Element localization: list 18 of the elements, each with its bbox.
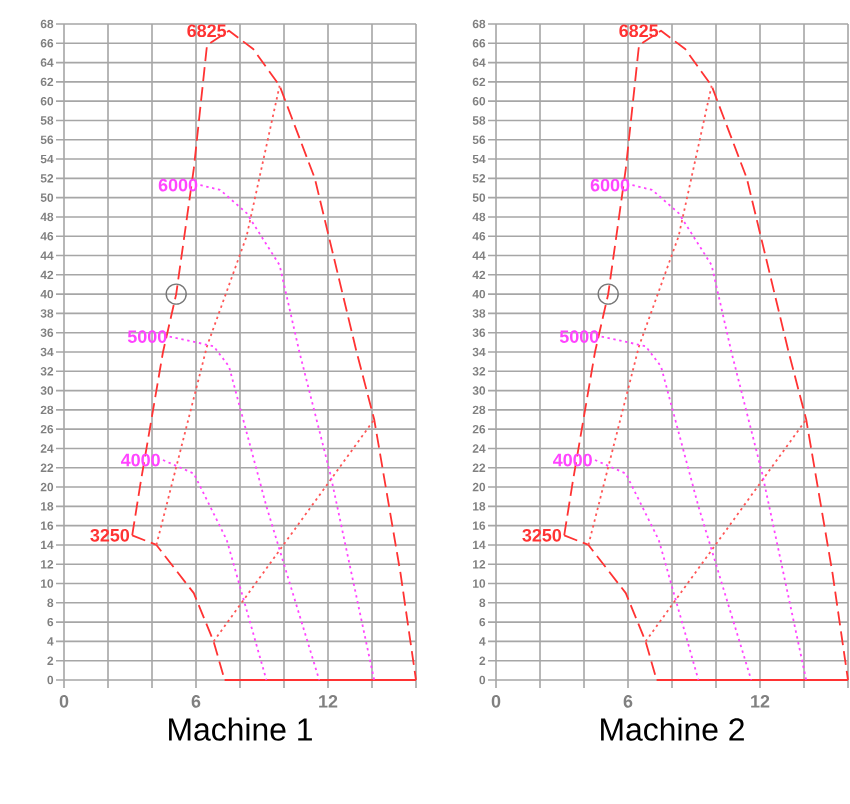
x-axis-title: Machine 2 <box>601 717 744 741</box>
series-label: 6000 <box>158 178 198 192</box>
series-label: 6000 <box>590 178 630 192</box>
series-label: 3250 <box>522 528 562 542</box>
series-label: 4000 <box>120 453 160 467</box>
series-label: 3250 <box>90 528 130 542</box>
series-label: 4000 <box>553 453 592 467</box>
series-label: 6825 <box>187 24 227 38</box>
x-tick-label: 12 <box>319 695 338 708</box>
x-axis-title: Machine 1 <box>169 717 312 741</box>
x-tick-label: 6 <box>191 695 201 708</box>
series-label: 5000 <box>127 330 167 343</box>
x-tick-label: 12 <box>751 695 770 708</box>
series-label: 6825 <box>619 24 659 38</box>
x-tick-label: 0 <box>491 695 501 708</box>
x-tick-label: 6 <box>623 695 633 708</box>
x-tick-label: 0 <box>59 695 69 708</box>
series-label: 5000 <box>559 330 599 343</box>
